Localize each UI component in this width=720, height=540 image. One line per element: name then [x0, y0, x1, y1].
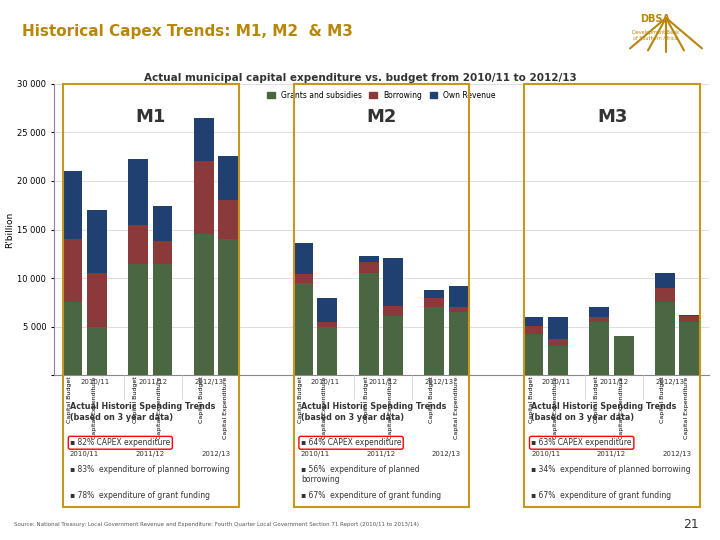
Text: ▪ 82% CAPEX expenditure: ▪ 82% CAPEX expenditure — [70, 438, 171, 447]
Bar — [318, 298, 337, 322]
Text: 2010/11: 2010/11 — [531, 451, 560, 457]
Bar — [128, 159, 148, 225]
Bar — [194, 234, 214, 375]
Text: 2012/13: 2012/13 — [656, 379, 685, 385]
Bar — [383, 258, 403, 306]
Bar — [449, 286, 469, 307]
Bar — [613, 336, 634, 375]
Bar — [589, 317, 609, 322]
Text: DBSA: DBSA — [640, 14, 670, 24]
Bar — [424, 307, 444, 375]
Bar — [218, 156, 238, 200]
Text: ▪ 83%  expenditure of planned borrowing: ▪ 83% expenditure of planned borrowing — [70, 464, 230, 474]
Text: Actual Historic Spending Trends
(based on 3 year data): Actual Historic Spending Trends (based o… — [531, 402, 677, 422]
Bar — [359, 256, 379, 261]
Text: M1: M1 — [136, 108, 166, 126]
Text: ▪ 64% CAPEX expenditure: ▪ 64% CAPEX expenditure — [301, 438, 401, 447]
Text: Actual municipal capital expenditure vs. budget from 2010/11 to 2012/13: Actual municipal capital expenditure vs.… — [143, 73, 577, 83]
Bar — [153, 206, 172, 241]
Bar — [359, 273, 379, 375]
Text: Historical Capex Trends: M1, M2  & M3: Historical Capex Trends: M1, M2 & M3 — [22, 24, 353, 39]
Bar — [548, 346, 568, 375]
Text: 2012/13: 2012/13 — [662, 451, 692, 457]
Text: M2: M2 — [366, 108, 397, 126]
Bar — [293, 243, 313, 274]
Bar — [680, 322, 699, 375]
Bar — [63, 239, 82, 302]
Bar — [218, 200, 238, 239]
Bar — [548, 317, 568, 339]
Text: 2012/13: 2012/13 — [425, 379, 454, 385]
Bar — [87, 273, 107, 327]
Bar — [383, 306, 403, 316]
Bar — [128, 264, 148, 375]
Bar — [63, 302, 82, 375]
Text: ▪ 56%  expenditure of planned
borrowing: ▪ 56% expenditure of planned borrowing — [301, 464, 420, 484]
Bar — [589, 322, 609, 375]
Bar — [87, 327, 107, 375]
Bar — [589, 307, 609, 317]
Text: 21: 21 — [683, 518, 698, 531]
Text: Source: National Treasury: Local Government Revenue and Expenditure: Fourth Quar: Source: National Treasury: Local Governm… — [14, 522, 419, 528]
Bar — [194, 118, 214, 161]
Text: 2011/12: 2011/12 — [138, 379, 167, 385]
Bar — [523, 326, 544, 334]
Bar — [153, 241, 172, 264]
Bar — [655, 288, 675, 302]
Bar — [359, 261, 379, 273]
Bar — [194, 161, 214, 234]
Text: ▪ 67%  expenditure of grant funding: ▪ 67% expenditure of grant funding — [301, 491, 441, 500]
Bar — [318, 322, 337, 327]
Bar — [63, 171, 82, 239]
Text: 2011/12: 2011/12 — [600, 379, 629, 385]
Text: 2010/11: 2010/11 — [70, 451, 99, 457]
Bar — [523, 317, 544, 326]
Text: 2012/13: 2012/13 — [194, 379, 223, 385]
Bar — [655, 273, 675, 288]
Text: 2010/11: 2010/11 — [80, 379, 109, 385]
Bar — [449, 307, 469, 312]
Text: 2011/12: 2011/12 — [369, 379, 398, 385]
Bar — [87, 210, 107, 273]
Bar — [655, 302, 675, 375]
Bar — [153, 264, 172, 375]
Text: ▪ 63% CAPEX expenditure: ▪ 63% CAPEX expenditure — [531, 438, 632, 447]
Text: 2011/12: 2011/12 — [597, 451, 626, 457]
Text: Development Bank
of Southern Africa: Development Bank of Southern Africa — [631, 30, 679, 40]
Text: ▪ 67%  expenditure of grant funding: ▪ 67% expenditure of grant funding — [531, 491, 672, 500]
Text: 2012/13: 2012/13 — [202, 451, 230, 457]
Bar — [680, 315, 699, 316]
Text: 2010/11: 2010/11 — [300, 451, 330, 457]
Bar — [383, 316, 403, 375]
Bar — [318, 327, 337, 375]
Legend: Grants and subsidies, Borrowing, Own Revenue: Grants and subsidies, Borrowing, Own Rev… — [264, 87, 499, 103]
Text: ▪ 34%  expenditure of planned borrowing: ▪ 34% expenditure of planned borrowing — [531, 464, 691, 474]
Text: Actual Historic Spending Trends
(based on 3 year data): Actual Historic Spending Trends (based o… — [301, 402, 446, 422]
Y-axis label: R'billion: R'billion — [6, 211, 14, 248]
Text: 2011/12: 2011/12 — [135, 451, 165, 457]
Bar — [449, 312, 469, 375]
Bar — [293, 283, 313, 375]
Text: 2011/12: 2011/12 — [366, 451, 395, 457]
Text: M3: M3 — [597, 108, 627, 126]
Text: 2010/11: 2010/11 — [311, 379, 340, 385]
Bar — [680, 316, 699, 322]
Bar — [128, 225, 148, 264]
Bar — [293, 274, 313, 283]
Bar — [424, 290, 444, 298]
Bar — [523, 334, 544, 375]
Bar — [424, 298, 444, 307]
Bar — [548, 339, 568, 346]
Bar — [218, 239, 238, 375]
Text: 2010/11: 2010/11 — [541, 379, 571, 385]
Text: 2012/13: 2012/13 — [432, 451, 461, 457]
Text: Actual Historic Spending Trends
(based on 3 year data): Actual Historic Spending Trends (based o… — [70, 402, 215, 422]
Text: ▪ 78%  expenditure of grant funding: ▪ 78% expenditure of grant funding — [70, 491, 210, 500]
